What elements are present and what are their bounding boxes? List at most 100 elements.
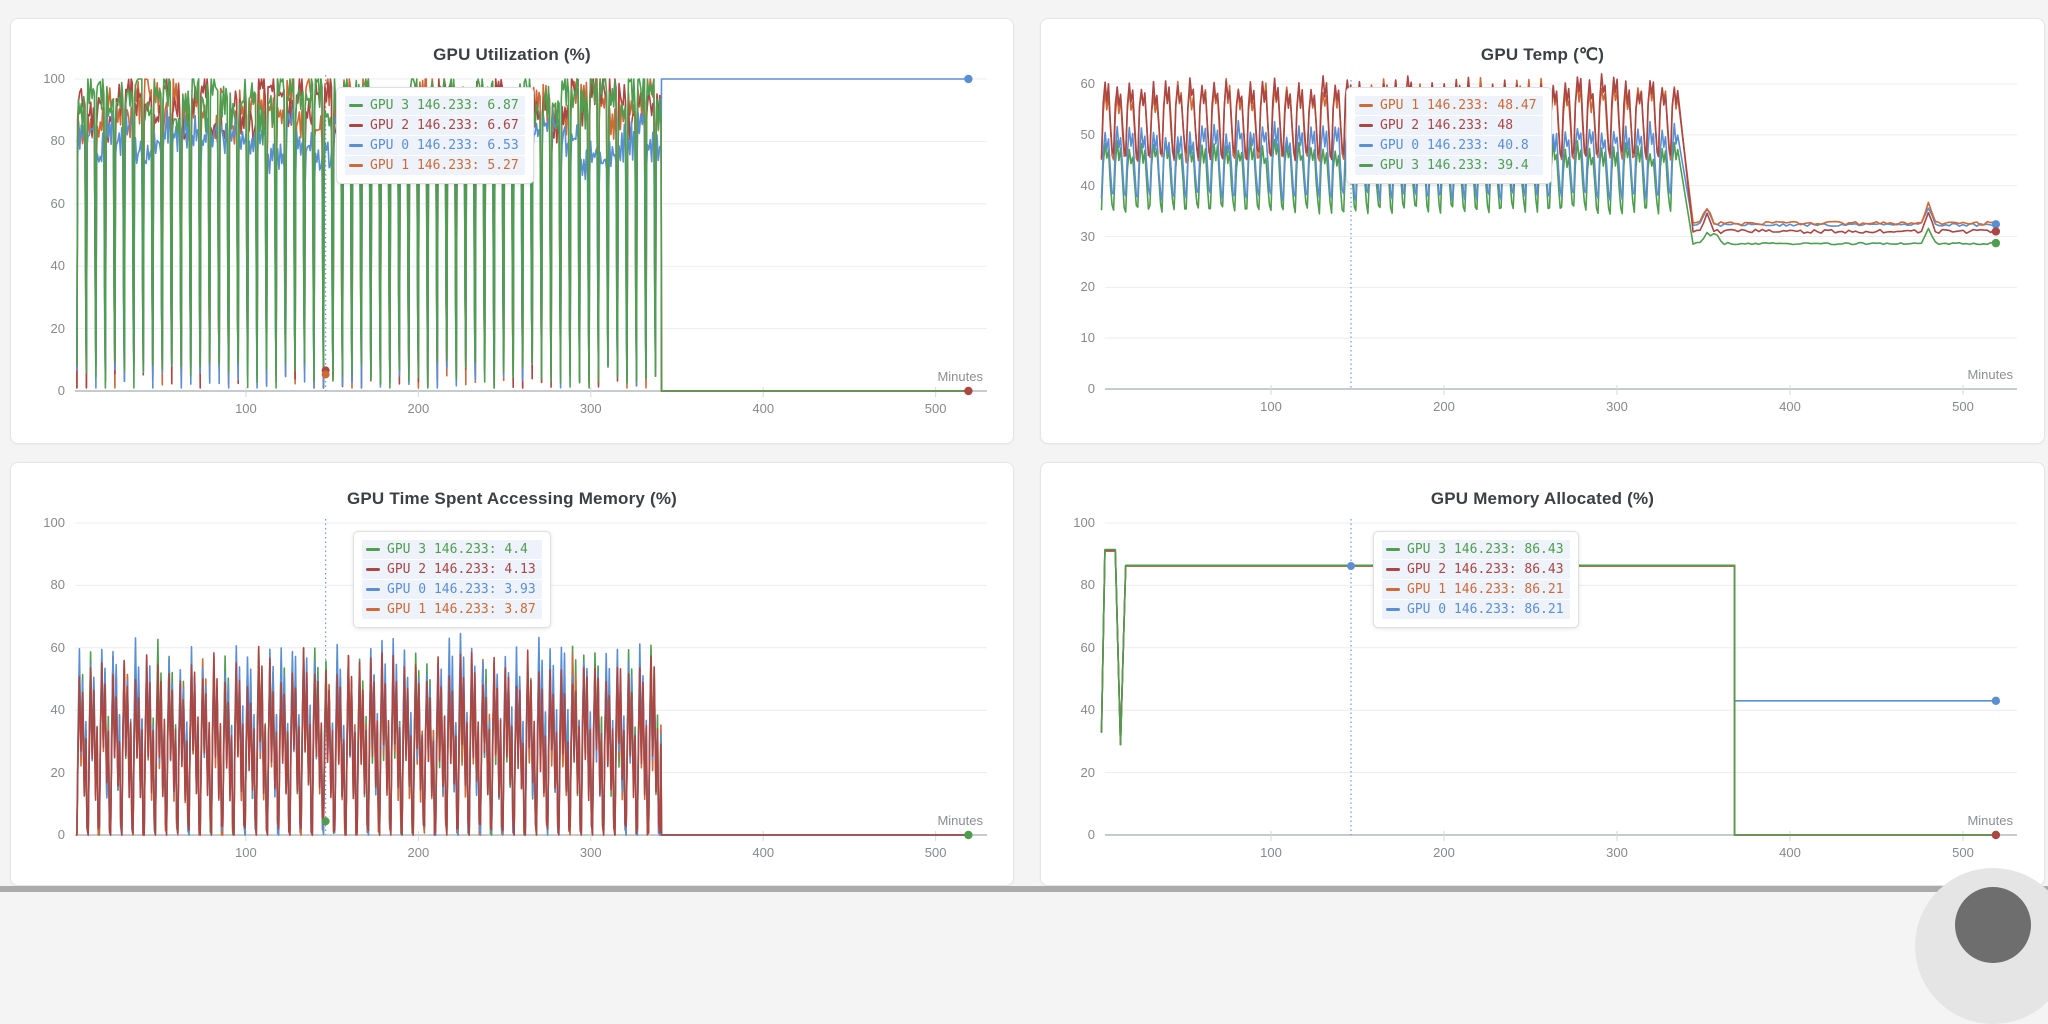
- chart-canvas[interactable]: [11, 463, 1015, 887]
- plot-area[interactable]: 0 10 20 30 40 50 60 100 200 300 400 500 Minutes GPU 1…: [1041, 19, 2044, 443]
- series-color-dash-icon: [1386, 608, 1400, 611]
- y-tick-label: 50: [1080, 126, 1095, 142]
- y-tick-label: 0: [57, 383, 65, 398]
- y-tick-label: 20: [50, 320, 65, 336]
- chart-title: GPU Temp (℃): [1480, 45, 1605, 64]
- x-axis-unit-label: Minutes: [1967, 813, 2013, 828]
- tooltip-row-text: GPU 1 146.233: 5.27: [370, 158, 519, 173]
- help-button[interactable]: [1955, 887, 2031, 963]
- chart-canvas[interactable]: [1041, 19, 2046, 445]
- series-color-dash-icon: [1359, 144, 1373, 147]
- tooltip-row-text: GPU 1 146.233: 86.21: [1407, 582, 1564, 597]
- series-color-dash-icon: [1386, 588, 1400, 591]
- chart-card-gpu-memory-access: GPU Time Spent Accessing Memory (%) 0 20 4…: [10, 462, 1014, 886]
- y-tick-label: 60: [50, 639, 65, 655]
- tooltip-row: GPU 0 146.233: 40.8: [1355, 136, 1543, 155]
- x-tick-label: 400: [1779, 845, 1801, 860]
- x-tick-label: 100: [1260, 399, 1282, 414]
- tooltip-row: GPU 2 146.233: 4.13: [362, 560, 542, 579]
- x-tick-label: 400: [1779, 399, 1801, 414]
- chart-canvas[interactable]: [1041, 463, 2046, 887]
- series-color-dash-icon: [1359, 124, 1373, 127]
- tooltip-row: GPU 0 146.233: 3.93: [362, 580, 542, 599]
- x-tick-label: 100: [235, 401, 257, 416]
- y-tick-label: 20: [50, 764, 65, 780]
- series-color-dash-icon: [1359, 164, 1373, 167]
- chart-card-gpu-utilization: GPU Utilization (%) 0 20 40 60 80 100 100 200 30…: [10, 18, 1014, 444]
- series-color-dash-icon: [349, 164, 363, 167]
- hover-tooltip: GPU 3 146.233: 6.87 GPU 2 146.233: 6.67 GP…: [336, 87, 534, 184]
- tooltip-row-text: GPU 3 146.233: 6.87: [370, 98, 519, 113]
- x-axis-unit-label: Minutes: [1967, 367, 2013, 382]
- x-axis-unit-label: Minutes: [937, 813, 983, 828]
- tooltip-row-text: GPU 1 146.233: 3.87: [387, 602, 536, 617]
- chart-title: GPU Time Spent Accessing Memory (%): [346, 489, 678, 508]
- y-tick-label: 100: [43, 71, 65, 86]
- tooltip-row-text: GPU 3 146.233: 39.4: [1380, 158, 1529, 173]
- plot-area[interactable]: 0 20 40 60 80 100 100 200 300 400 500 Minutes GPU 3 …: [1041, 463, 2044, 885]
- series-color-dash-icon: [1386, 548, 1400, 551]
- tooltip-row-text: GPU 0 146.233: 3.93: [387, 582, 536, 597]
- tooltip-row: GPU 1 146.233: 86.21: [1382, 580, 1570, 599]
- tooltip-row: GPU 1 146.233: 5.27: [345, 156, 525, 175]
- y-tick-label: 10: [1080, 330, 1095, 346]
- series-color-dash-icon: [349, 104, 363, 107]
- y-tick-label: 80: [50, 133, 65, 149]
- x-tick-label: 500: [1952, 399, 1974, 414]
- y-tick-label: 100: [1073, 515, 1095, 530]
- chart-title: GPU Utilization (%): [433, 45, 591, 64]
- y-tick-label: 40: [1080, 177, 1095, 193]
- hover-tooltip: GPU 3 146.233: 86.43 GPU 2 146.233: 86.43…: [1373, 531, 1579, 628]
- series-color-dash-icon: [366, 568, 380, 571]
- tooltip-row: GPU 3 146.233: 86.43: [1382, 540, 1570, 559]
- x-tick-label: 100: [1260, 845, 1282, 860]
- y-tick-label: 0: [1087, 827, 1095, 842]
- plot-area[interactable]: 0 20 40 60 80 100 100 200 300 400 500 Minutes GPU 3 …: [11, 463, 1013, 885]
- y-tick-label: 80: [50, 577, 65, 593]
- tooltip-row: GPU 1 146.233: 3.87: [362, 600, 542, 619]
- x-tick-label: 500: [924, 845, 947, 860]
- series-color-dash-icon: [366, 608, 380, 611]
- tooltip-row: GPU 3 146.233: 6.87: [345, 96, 525, 115]
- y-tick-label: 20: [1080, 764, 1095, 780]
- tooltip-row-text: GPU 2 146.233: 6.67: [370, 118, 519, 133]
- y-tick-label: 0: [1087, 381, 1095, 396]
- tooltip-row: GPU 2 146.233: 48: [1355, 116, 1543, 135]
- tooltip-row-text: GPU 3 146.233: 86.43: [1407, 542, 1564, 557]
- y-tick-label: 20: [1080, 279, 1095, 295]
- tooltip-row-text: GPU 0 146.233: 6.53: [370, 138, 519, 153]
- chart-canvas[interactable]: [11, 19, 1015, 445]
- y-tick-label: 80: [1080, 577, 1095, 593]
- tooltip-row-text: GPU 0 146.233: 40.8: [1380, 138, 1529, 153]
- tooltip-row-text: GPU 1 146.233: 48.47: [1380, 98, 1537, 113]
- x-tick-label: 300: [1606, 845, 1628, 860]
- x-tick-label: 400: [752, 845, 775, 860]
- y-tick-label: 40: [50, 702, 65, 718]
- chart-title: GPU Memory Allocated (%): [1430, 489, 1655, 508]
- chart-card-gpu-temp: GPU Temp (℃) 0 10 20 30 40 50 60 100 200 300 400 50…: [1040, 18, 2045, 444]
- x-tick-label: 300: [1606, 399, 1628, 414]
- tooltip-row: GPU 2 146.233: 86.43: [1382, 560, 1570, 579]
- tooltip-row: GPU 0 146.233: 86.21: [1382, 600, 1570, 619]
- series-color-dash-icon: [366, 548, 380, 551]
- tooltip-row-text: GPU 2 146.233: 86.43: [1407, 562, 1564, 577]
- series-color-dash-icon: [366, 588, 380, 591]
- x-tick-label: 200: [1433, 399, 1455, 414]
- tooltip-row: GPU 3 146.233: 4.4: [362, 540, 542, 559]
- plot-area[interactable]: 0 20 40 60 80 100 100 200 300 400 500 Minutes GPU 3 …: [11, 19, 1013, 443]
- hover-tooltip: GPU 3 146.233: 4.4 GPU 2 146.233: 4.13 GPU…: [353, 531, 551, 628]
- y-tick-label: 30: [1080, 228, 1095, 244]
- tooltip-row: GPU 3 146.233: 39.4: [1355, 156, 1543, 175]
- series-color-dash-icon: [349, 144, 363, 147]
- x-tick-label: 500: [1952, 845, 1974, 860]
- y-tick-label: 0: [57, 827, 65, 842]
- x-tick-label: 200: [407, 845, 430, 860]
- x-tick-label: 300: [579, 401, 602, 416]
- y-tick-label: 60: [1080, 76, 1095, 92]
- series-color-dash-icon: [1359, 104, 1373, 107]
- x-tick-label: 300: [579, 845, 602, 860]
- tooltip-row-text: GPU 2 146.233: 48: [1380, 118, 1514, 133]
- x-tick-label: 200: [1433, 845, 1455, 860]
- x-tick-label: 400: [752, 401, 775, 416]
- tooltip-row-text: GPU 0 146.233: 86.21: [1407, 602, 1564, 617]
